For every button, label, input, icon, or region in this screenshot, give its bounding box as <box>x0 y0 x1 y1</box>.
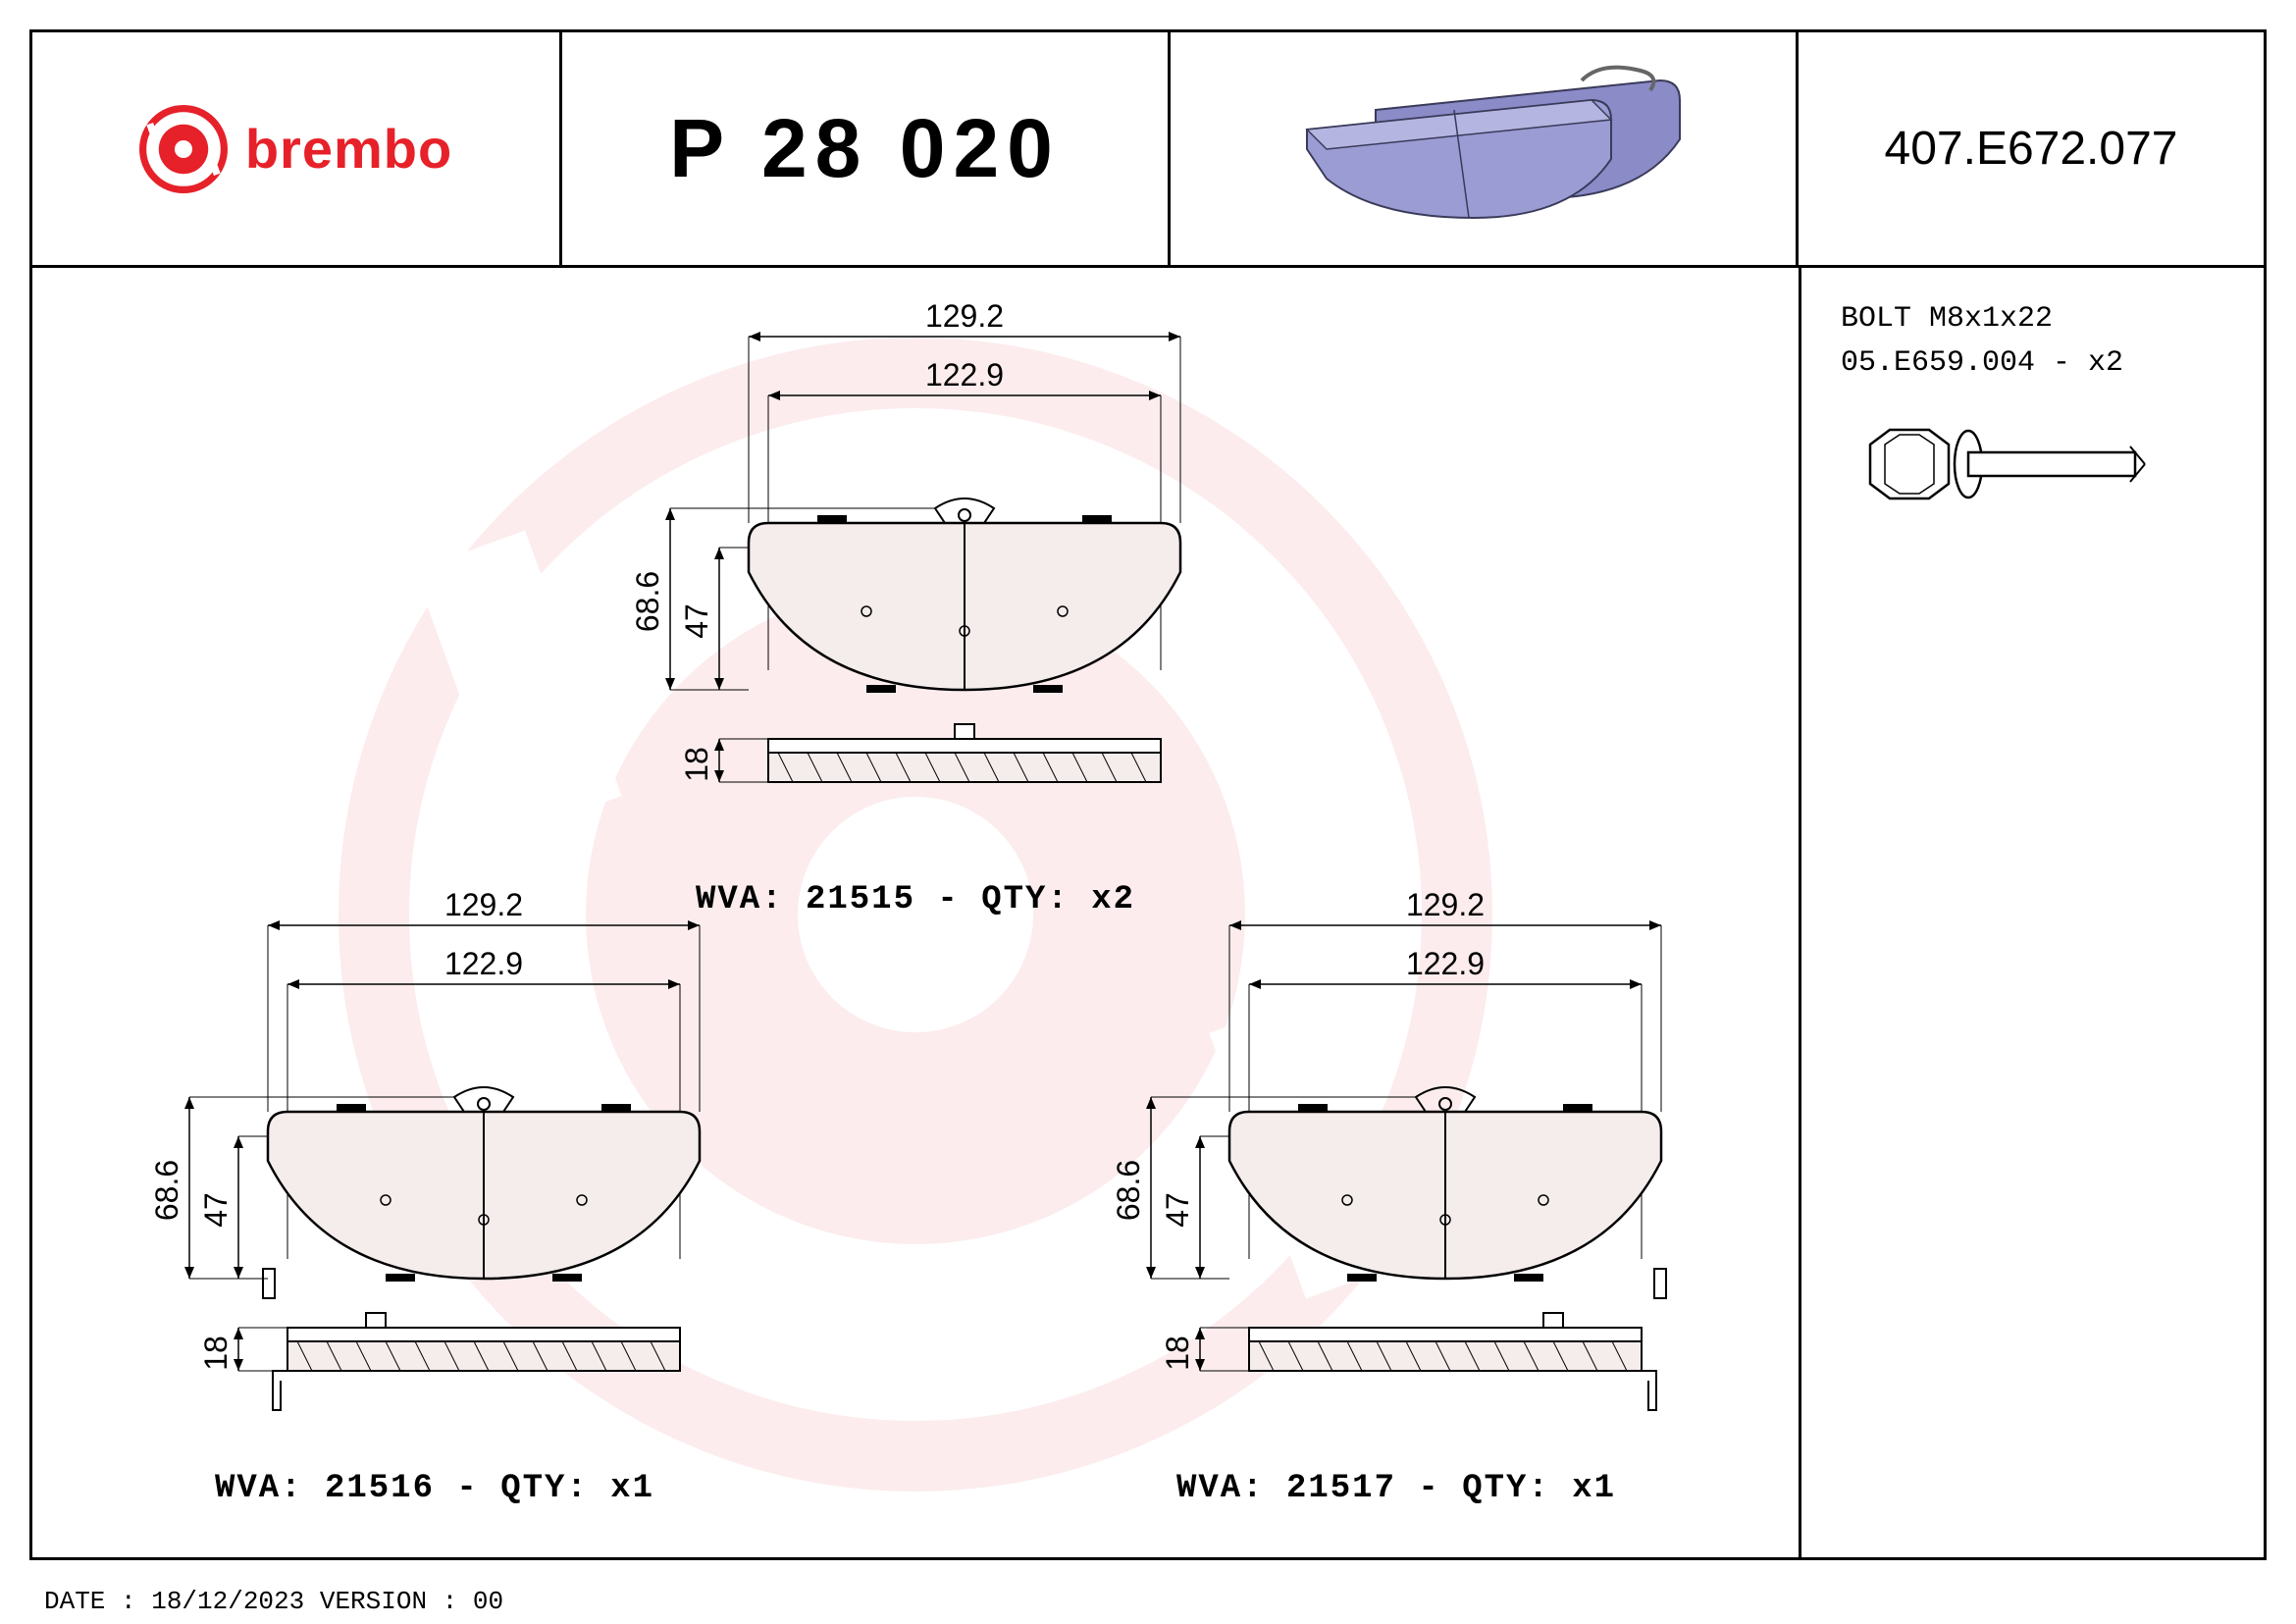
svg-text:129.2: 129.2 <box>925 298 1004 334</box>
svg-text:18: 18 <box>198 1336 234 1371</box>
pad-side-view <box>768 724 1161 782</box>
dim-width-outer: 129.2 <box>749 298 1180 523</box>
part-number-cell: P 28 020 <box>562 32 1171 265</box>
wva-label-left: WVA: 21516 - QTY: x1 <box>91 1470 778 1507</box>
dim-thickness: 18 <box>679 739 768 782</box>
svg-text:129.2: 129.2 <box>444 887 523 922</box>
svg-text:68.6: 68.6 <box>1111 1160 1146 1221</box>
dim-height-inner: 47 <box>679 548 749 690</box>
drawing-area: 129.2 122.9 <box>32 268 1799 1560</box>
brand-text: brembo <box>245 117 452 181</box>
brembo-logo: brembo <box>139 105 452 193</box>
svg-text:18: 18 <box>1160 1336 1195 1371</box>
title-block: brembo P 28 020 407.E672.077 <box>32 32 2264 268</box>
svg-text:47: 47 <box>198 1192 234 1228</box>
body-area: 129.2 122.9 <box>32 268 2264 1560</box>
pad-3d-render <box>1248 51 1719 247</box>
pad-drawing-right: 129.2 122.9 68.6 47 18 WVA: 21517 - QTY:… <box>1053 886 1740 1507</box>
drawing-code: 407.E672.077 <box>1885 122 2178 176</box>
wva-label-right: WVA: 21517 - QTY: x1 <box>1053 1470 1740 1507</box>
svg-text:68.6: 68.6 <box>630 571 665 632</box>
svg-text:47: 47 <box>679 603 714 639</box>
svg-text:122.9: 122.9 <box>1406 946 1485 981</box>
code-cell: 407.E672.077 <box>1799 32 2264 265</box>
drawing-sheet: brembo P 28 020 407.E672.077 <box>29 29 2267 1560</box>
svg-text:68.6: 68.6 <box>149 1160 184 1221</box>
bolt-icon <box>1841 405 2155 523</box>
pad-front-view <box>749 498 1180 693</box>
logo-cell: brembo <box>32 32 562 265</box>
render-cell <box>1171 32 1799 265</box>
pad-drawing-left: 129.2 122.9 68.6 47 18 WVA: 21516 - QTY:… <box>91 886 778 1507</box>
bolt-title: BOLT M8x1x22 <box>1841 297 2224 341</box>
side-panel: BOLT M8x1x22 05.E659.004 - x2 <box>1799 268 2264 1560</box>
pad-drawing-top: 129.2 122.9 <box>572 297 1259 918</box>
part-number: P 28 020 <box>669 101 1061 196</box>
svg-text:47: 47 <box>1160 1192 1195 1228</box>
brembo-disc-icon <box>139 105 228 193</box>
footer-date: DATE : 18/12/2023 VERSION : 00 <box>44 1587 503 1616</box>
svg-text:122.9: 122.9 <box>925 357 1004 393</box>
svg-text:129.2: 129.2 <box>1406 887 1485 922</box>
bolt-code: 05.E659.004 - x2 <box>1841 341 2224 386</box>
svg-text:122.9: 122.9 <box>444 946 523 981</box>
svg-text:18: 18 <box>679 747 714 782</box>
